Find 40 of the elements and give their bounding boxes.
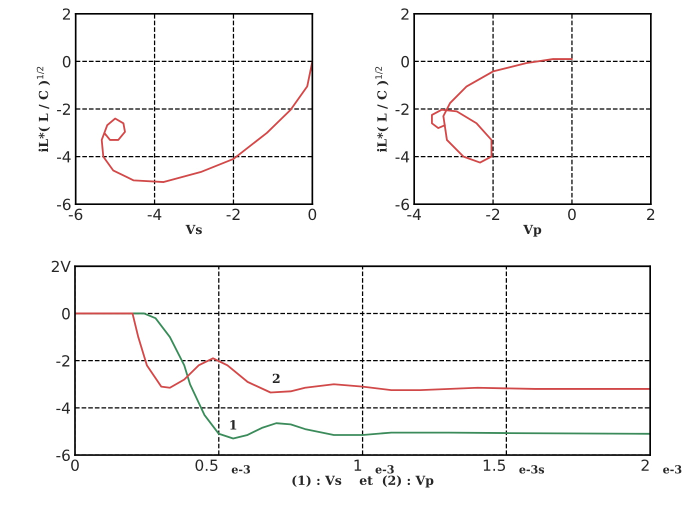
text: e-3: [376, 465, 394, 474]
y-tick-label: 2V: [52, 260, 71, 272]
x-tick-label: 0: [308, 208, 316, 220]
line-series: [431, 58, 573, 164]
x-tick-label: 2: [647, 208, 654, 220]
annotation: 1: [230, 420, 236, 430]
y-tick-label: 2: [62, 8, 70, 20]
y-tick-label: 2: [401, 8, 408, 20]
y-tick-label: -6: [57, 198, 71, 210]
y-tick-label: -6: [396, 198, 410, 210]
text: e-3: [232, 465, 250, 474]
line-series: [100, 60, 312, 183]
text: e-3: [663, 465, 682, 474]
x-tick-label: -2: [486, 208, 500, 220]
x-tick-label: 1: [354, 460, 362, 471]
y-axis-title: iL*( L / C )$^{1/2}$: [375, 66, 388, 152]
x-axis-title: Vp: [523, 224, 542, 237]
x-tick-label: 2: [642, 459, 649, 471]
y-axis-title: iL*( L / C )$^{1/2}$: [36, 66, 50, 152]
y-tick-label: -4: [56, 402, 70, 414]
annotation: 2: [272, 374, 280, 383]
y-tick-label: -4: [396, 151, 410, 162]
y-tick-label: -6: [56, 449, 70, 462]
y-tick-label: -2: [57, 103, 70, 115]
line-series: [74, 312, 650, 394]
x-tick-label: 0.5: [195, 459, 218, 472]
x-tick-label: -4: [148, 208, 162, 220]
x-tick-label: -2: [226, 208, 240, 220]
y-tick-label: 0: [62, 308, 70, 320]
x-tick-label: 0: [71, 459, 79, 472]
y-tick-label: -4: [57, 151, 71, 162]
y-tick-label: 0: [401, 56, 409, 68]
x-tick-label: 0: [568, 208, 576, 220]
x-axis-title: Vs: [186, 224, 202, 234]
y-tick-label: 0: [62, 56, 70, 68]
x-axis-title: (1) : Vs et (2) : Vp: [292, 475, 434, 488]
y-tick-label: -2: [396, 103, 408, 115]
text: e-3s: [519, 465, 544, 474]
y-tick-label: -2: [56, 355, 70, 366]
x-tick-label: 1.5: [484, 460, 506, 472]
